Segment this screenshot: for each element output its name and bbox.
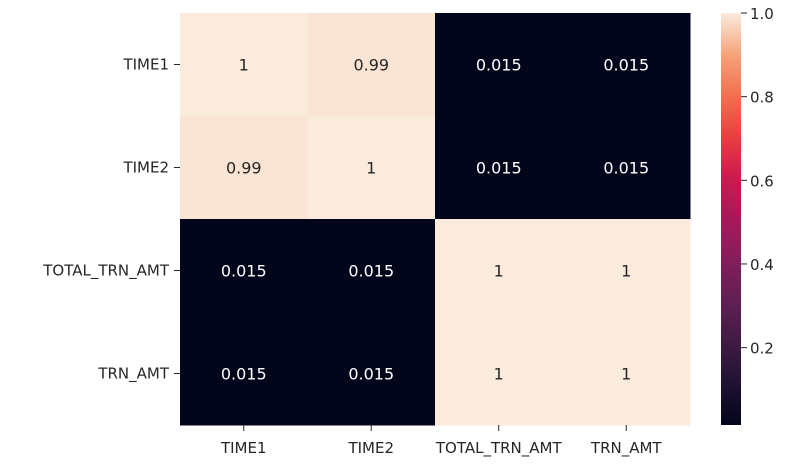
cell-annotation: 1	[494, 262, 504, 281]
heatmap-cell	[435, 219, 563, 323]
cell-annotation: 0.99	[353, 56, 389, 75]
y-tick-label: TIME1	[122, 56, 169, 74]
x-tick-label: TIME1	[220, 439, 267, 457]
heatmap-cell	[562, 13, 691, 117]
cell-annotation: 0.015	[348, 262, 394, 281]
heatmap-cell	[562, 116, 691, 220]
heatmap-cells	[180, 13, 691, 426]
heatmap-cell	[562, 322, 691, 426]
colorbar-tick-label: 0.8	[750, 89, 774, 107]
x-tick-label: TIME2	[347, 439, 394, 457]
heatmap-cell	[435, 322, 563, 426]
heatmap-cell	[180, 13, 308, 117]
cell-annotation: 1	[239, 56, 249, 75]
colorbar-tick-label: 0.4	[750, 256, 774, 274]
cell-annotation: 0.015	[348, 365, 394, 384]
heatmap-cell	[307, 116, 436, 220]
heatmap-cell	[435, 116, 563, 220]
y-tick-label: TOTAL_TRN_AMT	[42, 262, 170, 281]
y-axis-ticks: TIME1 TIME2 TOTAL_TRN_AMT TRN_AMT	[42, 56, 180, 384]
colorbar-tick-label: 0.2	[750, 340, 774, 358]
cell-annotation: 0.015	[221, 365, 267, 384]
heatmap-cell	[180, 322, 308, 426]
cell-annotation: 1	[621, 365, 631, 384]
cell-annotations: 1 0.99 0.015 0.015 0.99 1 0.015 0.015 0.015 0.015…	[221, 56, 649, 384]
colorbar-tick-label: 0.6	[750, 172, 774, 190]
colorbar-gradient	[721, 13, 741, 425]
y-tick-label: TRN_AMT	[97, 365, 170, 384]
cell-annotation: 0.015	[476, 56, 522, 75]
colorbar-tick-label: 1.0	[750, 5, 774, 23]
cell-annotation: 1	[621, 262, 631, 281]
cell-annotation: 0.015	[603, 56, 649, 75]
x-tick-label: TRN_AMT	[590, 439, 663, 458]
heatmap-cell	[180, 219, 308, 323]
cell-annotation: 1	[494, 365, 504, 384]
heatmap-cell	[307, 219, 436, 323]
x-tick-label: TOTAL_TRN_AMT	[435, 439, 563, 458]
cell-annotation: 0.015	[603, 159, 649, 178]
cell-annotation: 1	[366, 159, 376, 178]
heatmap-cell	[180, 116, 308, 220]
heatmap-cell	[562, 219, 691, 323]
y-tick-label: TIME2	[122, 159, 169, 177]
cell-annotation: 0.015	[476, 159, 522, 178]
heatmap-cell	[435, 13, 563, 117]
colorbar: 0.2 0.4 0.6 0.8 1.0	[721, 5, 774, 425]
cell-annotation: 0.015	[221, 262, 267, 281]
heatmap-cell	[307, 322, 436, 426]
x-axis-ticks: TIME1 TIME2 TOTAL_TRN_AMT TRN_AMT	[220, 425, 662, 458]
cell-annotation: 0.99	[226, 159, 262, 178]
heatmap-cell	[307, 13, 436, 117]
